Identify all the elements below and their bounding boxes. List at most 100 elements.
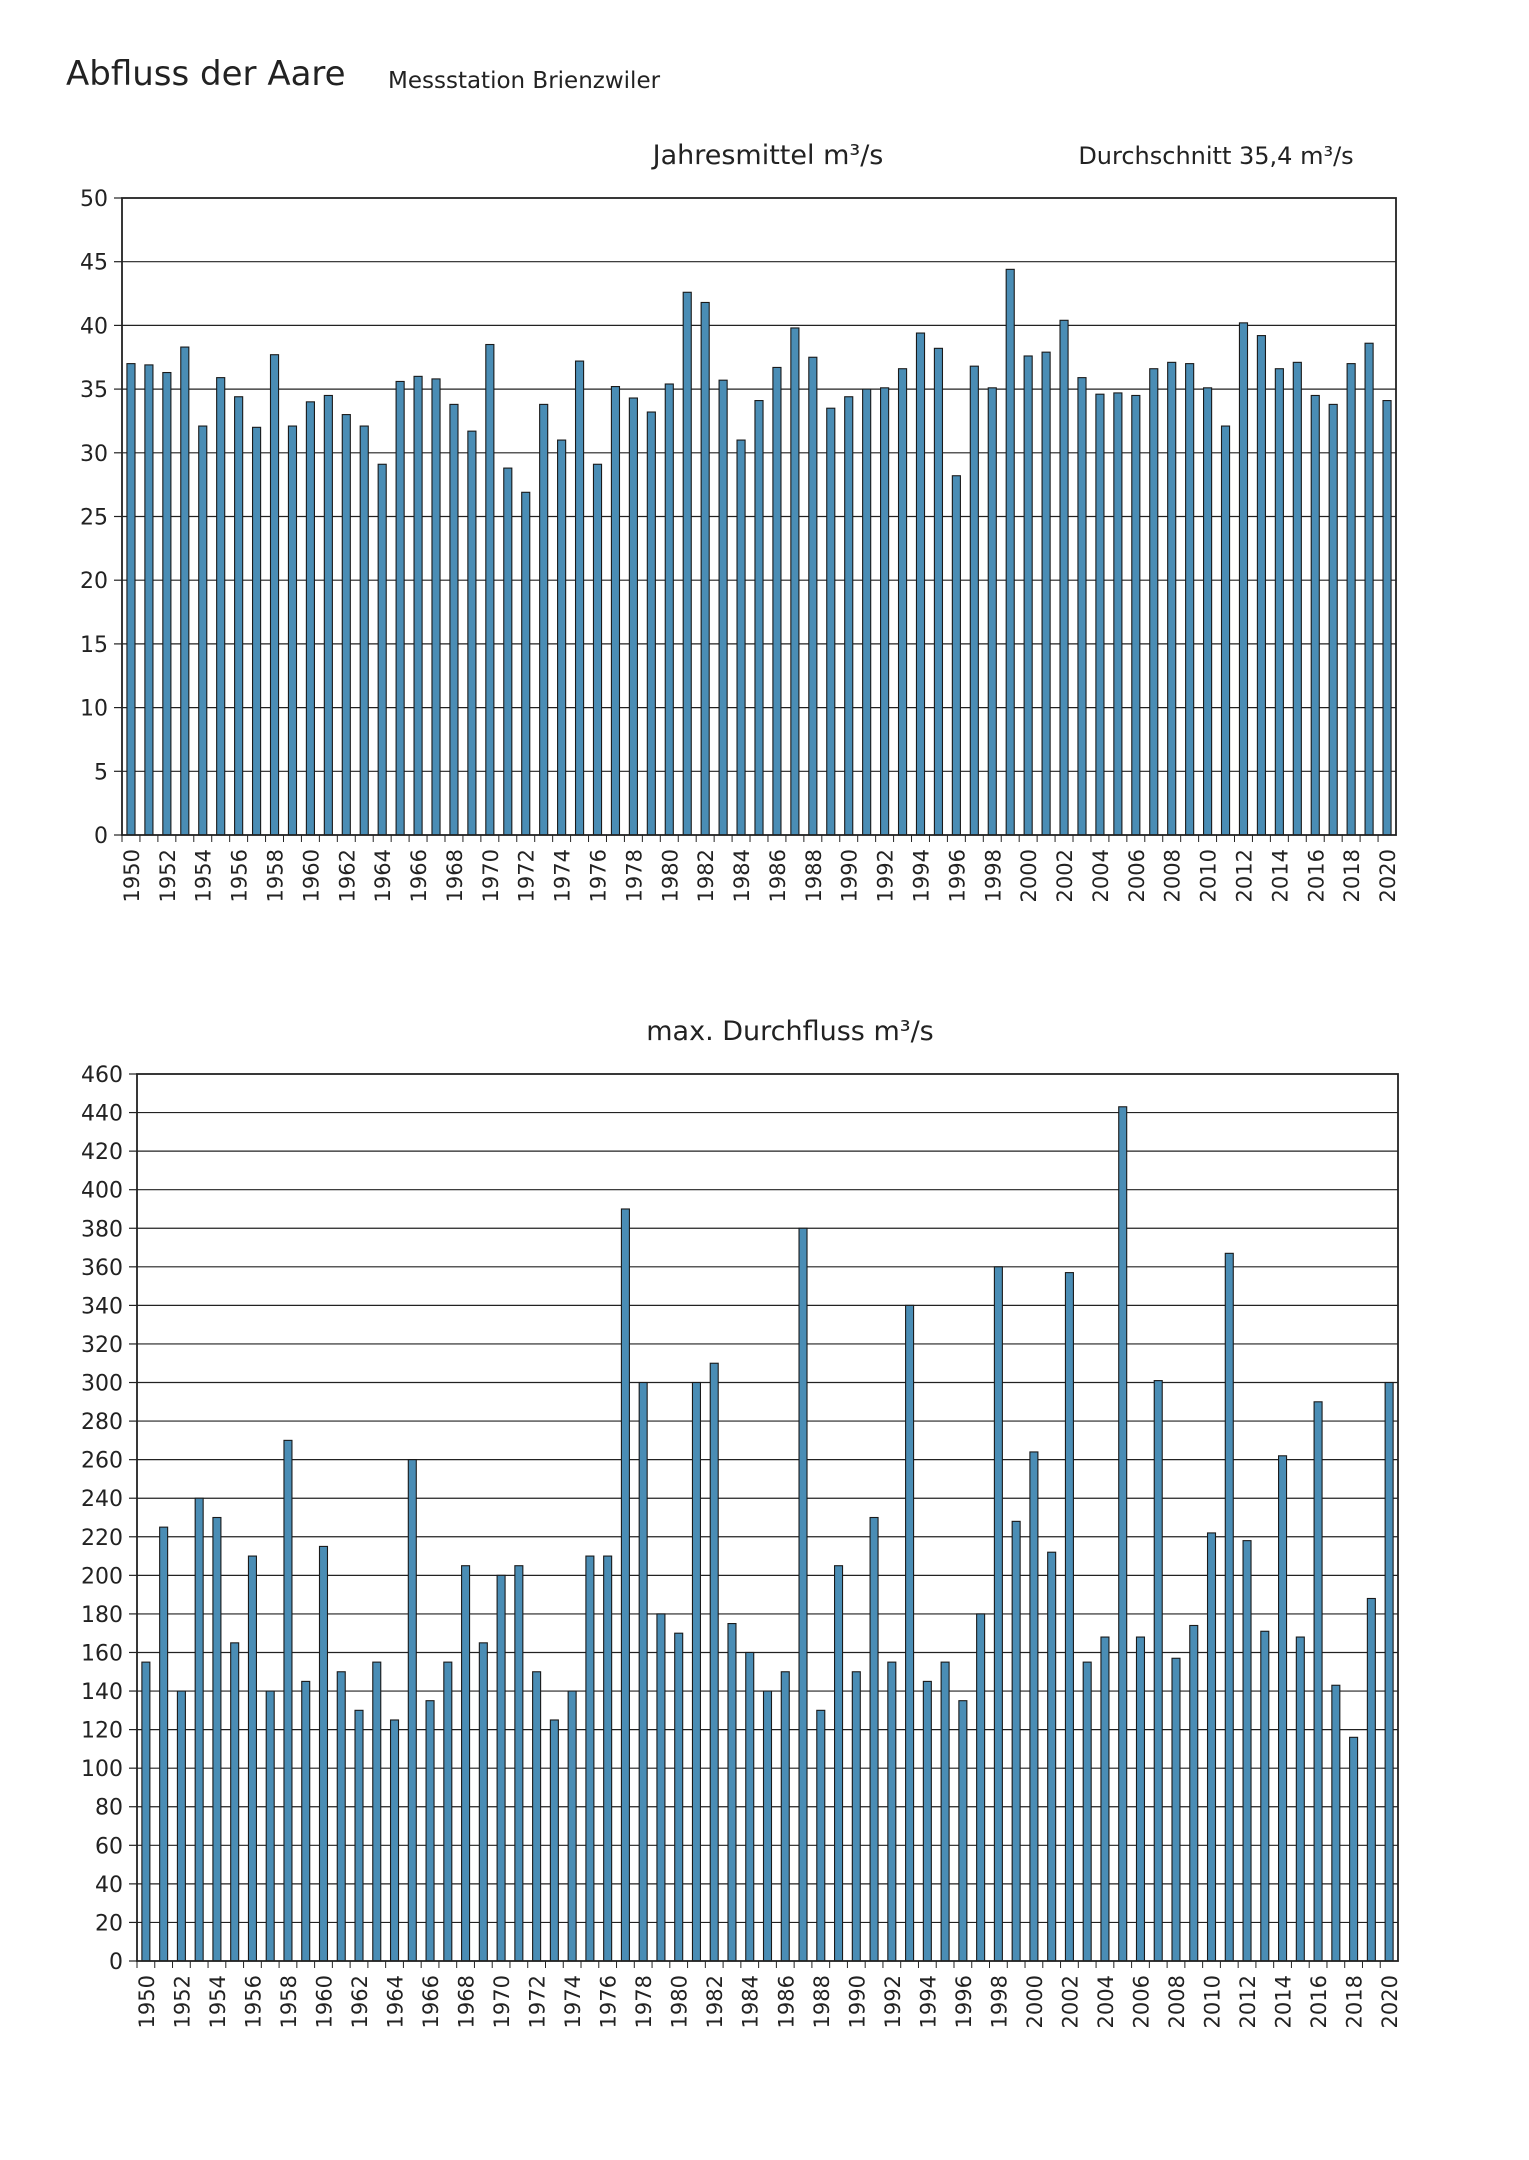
bar-1954	[212, 1516, 222, 1962]
bar-1953	[180, 346, 190, 836]
x-tick-label: 1976	[587, 849, 611, 902]
y-tick-label: 0	[94, 824, 108, 849]
bar-1984	[736, 439, 746, 836]
x-tick-label: 2006	[1125, 849, 1149, 902]
bar-1961	[336, 1671, 346, 1962]
bar-2005	[1113, 392, 1123, 836]
x-tick-label: 1998	[987, 1975, 1011, 2028]
x-tick-label: 1952	[156, 849, 180, 902]
x-tick-label: 1964	[384, 1975, 408, 2028]
bar-2017	[1331, 1684, 1341, 1962]
plot-frame	[136, 1073, 1399, 1962]
bar-1987	[798, 1227, 808, 1962]
bar-1955	[230, 1642, 240, 1962]
y-tick-label: 60	[95, 1834, 123, 1859]
bar-1986	[772, 366, 782, 836]
bar-1963	[372, 1661, 382, 1962]
y-tick-label: 35	[80, 378, 108, 403]
y-tick-label: 100	[81, 1757, 123, 1782]
bar-1983	[718, 379, 728, 836]
bar-1999	[1005, 268, 1015, 836]
x-tick-label: 2014	[1272, 1975, 1296, 2028]
y-tick-label: 120	[81, 1719, 123, 1744]
bar-1977	[610, 386, 621, 836]
y-tick-label: 340	[81, 1294, 123, 1319]
x-tick-label: 1970	[479, 849, 503, 902]
bar-1952	[162, 371, 172, 836]
bar-1988	[808, 356, 818, 836]
x-tick-label: 2004	[1089, 849, 1113, 902]
y-tick-label: 40	[95, 1873, 123, 1898]
x-tick-label: 1982	[694, 849, 718, 902]
x-tick-label: 1984	[730, 849, 754, 902]
bar-1980	[664, 383, 674, 836]
bar-1999	[1011, 1520, 1021, 1962]
x-tick-label: 2008	[1161, 849, 1185, 902]
x-tick-label: 2010	[1197, 849, 1221, 902]
x-tick-label: 2000	[1023, 1975, 1047, 2028]
bar-2020	[1382, 400, 1392, 836]
bar-1970	[485, 343, 495, 836]
bar-1950	[141, 1661, 151, 1962]
bar-1964	[389, 1719, 400, 1962]
y-tick-label: 180	[81, 1603, 123, 1628]
bar-1957	[251, 426, 262, 836]
y-tick-label: 45	[80, 251, 108, 276]
bar-2002	[1059, 319, 1069, 836]
bar-2001	[1041, 351, 1051, 836]
bar-2006	[1131, 394, 1141, 836]
x-tick-label: 1978	[622, 849, 646, 902]
bar-1992	[887, 1661, 897, 1962]
bar-1987	[790, 327, 800, 836]
y-tick-label: 10	[80, 697, 108, 722]
x-tick-label: 1992	[881, 1975, 905, 2028]
bar-1975	[574, 360, 585, 836]
bar-2000	[1029, 1451, 1039, 1962]
bar-2018	[1346, 363, 1356, 836]
bar-2019	[1364, 342, 1374, 836]
bar-1985	[762, 1690, 773, 1962]
bar-1957	[265, 1690, 275, 1962]
bar-2015	[1292, 361, 1302, 836]
x-tick-label: 1990	[845, 1975, 869, 2028]
y-tick-label: 80	[95, 1796, 123, 1821]
bar-1976	[592, 463, 603, 836]
annual-mean-chart: Jahresmittel m³/s Durchschnitt 35,4 m³/s 0…	[80, 140, 1400, 902]
bar-2020	[1384, 1381, 1394, 1962]
bar-1968	[449, 403, 459, 836]
x-tick-label: 1976	[597, 1975, 621, 2028]
y-tick-label: 240	[81, 1487, 123, 1512]
x-tick-label: 1982	[703, 1975, 727, 2028]
bar-1997	[976, 1613, 986, 1962]
bar-1996	[951, 475, 961, 836]
x-tick-label: 1954	[206, 1975, 230, 2028]
bar-1981	[691, 1381, 702, 1962]
bar-1989	[826, 407, 836, 836]
x-tick-label: 1998	[981, 849, 1005, 902]
bar-1978	[638, 1381, 648, 1962]
bar-1966	[413, 375, 423, 836]
bar-2005	[1118, 1106, 1128, 1962]
bar-2016	[1310, 394, 1320, 836]
bar-1990	[851, 1671, 861, 1962]
bar-1982	[700, 301, 710, 836]
x-tick-label: 1974	[561, 1975, 585, 2028]
bar-2009	[1185, 363, 1195, 836]
y-tick-label: 400	[81, 1179, 123, 1204]
x-tick-label: 1978	[632, 1975, 656, 2028]
page-subtitle: Messstation Brienzwiler	[388, 68, 661, 94]
x-tick-label: 1950	[120, 849, 144, 902]
bar-1965	[407, 1459, 417, 1962]
y-tick-label: 25	[80, 506, 108, 531]
x-tick-label: 2004	[1094, 1975, 1118, 2028]
x-tick-label: 1990	[838, 849, 862, 902]
bar-2012	[1238, 322, 1249, 836]
x-tick-label: 2002	[1053, 849, 1077, 902]
bar-1959	[301, 1680, 311, 1962]
x-tick-label: 1984	[739, 1975, 763, 2028]
x-tick-label: 1972	[515, 849, 539, 902]
bar-1975	[585, 1555, 595, 1962]
bar-1988	[816, 1709, 826, 1962]
y-tick-label: 40	[80, 314, 108, 339]
bar-1959	[287, 425, 298, 836]
